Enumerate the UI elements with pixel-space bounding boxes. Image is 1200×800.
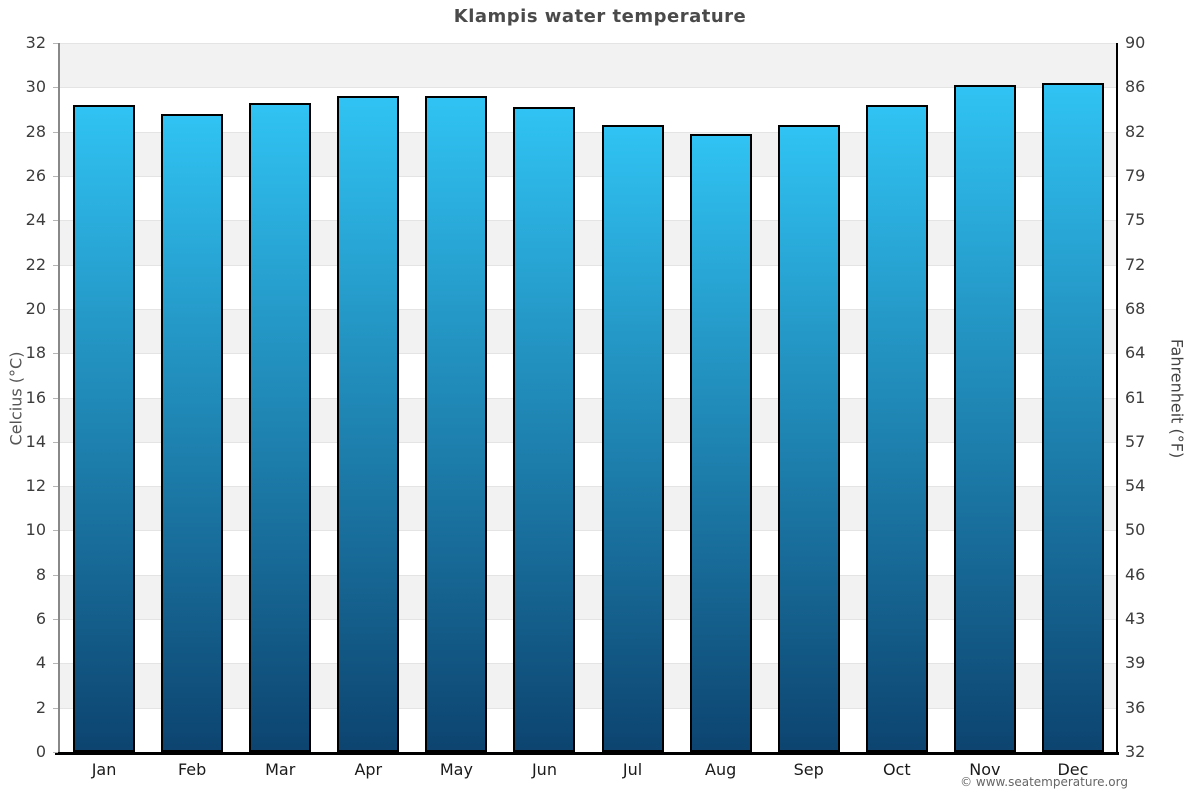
fahrenheit-tick-label: 82 <box>1125 121 1146 141</box>
celsius-tick-mark <box>53 752 58 753</box>
celsius-tick-mark <box>53 175 58 177</box>
copyright-footer: © www.seatemperature.org <box>960 775 1128 789</box>
celsius-tick-mark <box>53 663 58 665</box>
month-label-sep: Sep <box>793 760 824 779</box>
grid-band <box>60 397 1117 442</box>
grid-band <box>60 264 1117 309</box>
fahrenheit-tick-label: 90 <box>1125 33 1146 52</box>
bar-jun <box>513 107 576 752</box>
bar-jul <box>601 124 664 752</box>
fahrenheit-tick-label: 39 <box>1125 653 1146 673</box>
left-axis-line <box>58 43 60 752</box>
grid-band <box>60 707 1117 752</box>
celsius-tick-label: 2 <box>35 697 46 717</box>
fahrenheit-tick-label: 86 <box>1125 77 1146 97</box>
grid-band <box>60 353 1117 397</box>
celsius-tick-mark <box>53 486 58 488</box>
grid-band <box>60 87 1117 131</box>
celsius-tick-label: 32 <box>25 33 46 52</box>
celsius-tick-mark <box>53 131 58 133</box>
celsius-tick-mark <box>53 574 58 576</box>
celsius-tick-label: 4 <box>35 653 46 673</box>
bar-apr <box>337 96 400 752</box>
celsius-tick-label: 30 <box>25 77 46 97</box>
celsius-tick-label: 22 <box>25 254 46 274</box>
celsius-tick-label: 20 <box>25 298 46 318</box>
fahrenheit-tick-label: 61 <box>1125 387 1146 407</box>
fahrenheit-tick-label: 68 <box>1125 298 1146 318</box>
fahrenheit-tick-label: 72 <box>1125 254 1146 274</box>
fahrenheit-tick-label: 50 <box>1125 520 1146 540</box>
celsius-tick-label: 0 <box>35 742 46 761</box>
right-axis-line <box>1116 43 1118 752</box>
celsius-tick-mark <box>53 264 58 266</box>
grid-band <box>60 574 1117 620</box>
celsius-tick-label: 12 <box>25 476 46 496</box>
bar-may <box>425 96 488 752</box>
celsius-tick-label: 28 <box>25 121 46 141</box>
celsius-tick-mark <box>53 353 58 355</box>
grid-band <box>60 441 1117 486</box>
bar-nov <box>953 85 1016 752</box>
bar-oct <box>865 105 928 752</box>
celsius-tick-mark <box>53 530 58 532</box>
month-label-feb: Feb <box>177 760 207 779</box>
fahrenheit-tick-label: 64 <box>1125 343 1146 363</box>
grid-band <box>60 663 1117 708</box>
fahrenheit-tick-label: 46 <box>1125 564 1146 584</box>
celsius-tick-label: 26 <box>25 165 46 185</box>
fahrenheit-tick-label: 54 <box>1125 476 1146 496</box>
month-label-nov: Nov <box>969 760 1001 779</box>
fahrenheit-tick-label: 36 <box>1125 697 1146 717</box>
grid-band <box>60 220 1117 265</box>
grid-band <box>60 619 1117 663</box>
fahrenheit-tick-label: 79 <box>1125 165 1146 185</box>
month-label-apr: Apr <box>354 760 383 779</box>
month-label-jun: Jun <box>531 760 557 779</box>
chart-title: Klampis water temperature <box>453 6 747 27</box>
celsius-tick-label: 10 <box>25 520 46 540</box>
grid-band <box>60 486 1117 531</box>
grid-band <box>60 530 1117 574</box>
celsius-tick-label: 6 <box>35 609 46 629</box>
bar-dec <box>1041 82 1104 752</box>
celsius-tick-label: 24 <box>25 210 46 230</box>
bottom-axis-line <box>55 752 1119 755</box>
fahrenheit-tick-label: 57 <box>1125 431 1146 451</box>
celsius-tick-mark <box>53 220 58 222</box>
month-label-oct: Oct <box>882 760 911 779</box>
grid-band <box>60 175 1117 220</box>
celsius-tick-mark <box>53 441 58 443</box>
month-label-jul: Jul <box>622 760 643 779</box>
bar-mar <box>249 102 312 752</box>
fahrenheit-tick-label: 32 <box>1125 742 1146 761</box>
celsius-tick-label: 14 <box>25 431 46 451</box>
fahrenheit-tick-label: 43 <box>1125 609 1146 629</box>
celsius-tick-label: 18 <box>25 343 46 363</box>
celsius-tick-mark <box>53 707 58 709</box>
fahrenheit-tick-label: 75 <box>1125 210 1146 230</box>
bar-feb <box>161 113 224 752</box>
celsius-tick-label: 8 <box>35 564 46 584</box>
celsius-tick-mark <box>53 87 58 89</box>
celsius-tick-mark <box>53 397 58 399</box>
celsius-tick-mark <box>53 43 58 44</box>
celsius-tick-mark <box>53 619 58 621</box>
grid-band <box>60 308 1117 354</box>
grid-band <box>60 43 1117 88</box>
month-label-aug: Aug <box>705 760 737 779</box>
month-label-jan: Jan <box>91 760 117 779</box>
bar-jan <box>73 105 136 752</box>
celsius-tick-mark <box>53 308 58 310</box>
month-label-dec: Dec <box>1057 760 1089 779</box>
bar-sep <box>777 124 840 752</box>
month-label-may: May <box>439 760 473 779</box>
grid-band <box>60 131 1117 176</box>
month-label-mar: Mar <box>265 760 296 779</box>
bar-aug <box>689 133 752 752</box>
celsius-tick-label: 16 <box>25 387 46 407</box>
plot-area <box>60 43 1117 752</box>
